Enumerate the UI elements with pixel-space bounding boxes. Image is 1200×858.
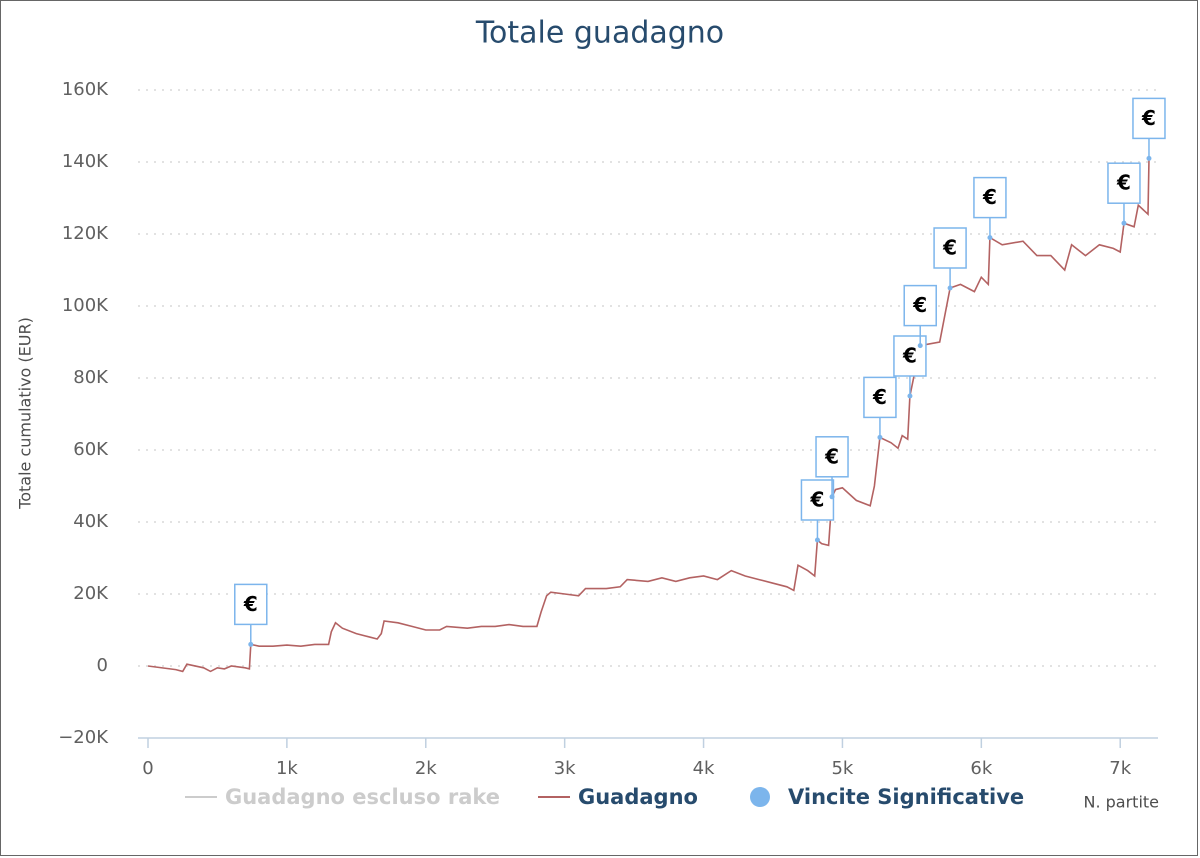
y-tick-label: 80K <box>73 367 109 388</box>
scatter-point <box>987 235 993 241</box>
flag-box <box>815 436 849 478</box>
flag-box <box>973 176 1007 219</box>
y-tick-label: 0 <box>97 655 108 676</box>
y-tick-label: 20K <box>73 583 109 604</box>
flag-box <box>1107 162 1141 204</box>
scatter-point <box>829 494 835 500</box>
y-tick-label: 160K <box>62 79 109 100</box>
x-tick-label: 0 <box>142 758 153 779</box>
flag-label: € <box>872 385 887 409</box>
flag-label: € <box>824 444 839 468</box>
scatter-point <box>877 434 883 440</box>
flag-box <box>933 227 967 269</box>
flag-label: € <box>1141 106 1156 130</box>
y-axis-label: Totale cumulativo (EUR) <box>16 317 35 510</box>
flag-label: € <box>243 592 258 616</box>
x-tick-label: 1k <box>276 758 298 779</box>
scatter-point <box>814 537 820 543</box>
y-tick-label: 120K <box>62 223 109 244</box>
legend-label[interactable]: Guadagno escluso rake <box>225 785 500 809</box>
flag-label: € <box>912 293 927 317</box>
legend-label[interactable]: Vincite Significative <box>788 785 1024 809</box>
legend-symbol <box>750 787 770 807</box>
flag-label: € <box>809 488 824 512</box>
scatter-point <box>248 641 254 647</box>
flag-label: € <box>942 236 957 260</box>
flag-label: € <box>902 344 917 368</box>
scatter-point <box>907 393 913 399</box>
y-tick-label: 60K <box>73 439 109 460</box>
scatter-point <box>917 343 923 349</box>
y-tick-label: 100K <box>62 295 109 316</box>
flag-box <box>903 284 937 327</box>
scatter-point <box>1121 220 1127 226</box>
x-tick-label: 7k <box>1109 758 1131 779</box>
legend-label[interactable]: Guadagno <box>578 785 698 809</box>
flag-label: € <box>1116 171 1131 195</box>
flag-box <box>863 376 897 419</box>
flag-box <box>800 479 835 521</box>
scatter-point <box>1146 155 1152 161</box>
x-tick-label: 5k <box>831 758 853 779</box>
x-tick-label: 2k <box>415 758 437 779</box>
flag-label: € <box>982 185 997 209</box>
flag-box <box>1132 97 1166 140</box>
x-axis-label: N. partite <box>1083 793 1159 812</box>
x-tick-label: 4k <box>693 758 715 779</box>
scatter-point <box>947 285 953 291</box>
y-tick-label: −20K <box>58 727 109 748</box>
x-tick-label: 6k <box>970 758 992 779</box>
x-tick-label: 3k <box>554 758 576 779</box>
line-series <box>147 158 1150 673</box>
y-tick-label: 40K <box>73 511 109 532</box>
y-tick-label: 140K <box>62 151 109 172</box>
flag-box <box>234 583 268 626</box>
chart-title: Totale guadagno <box>475 16 724 51</box>
